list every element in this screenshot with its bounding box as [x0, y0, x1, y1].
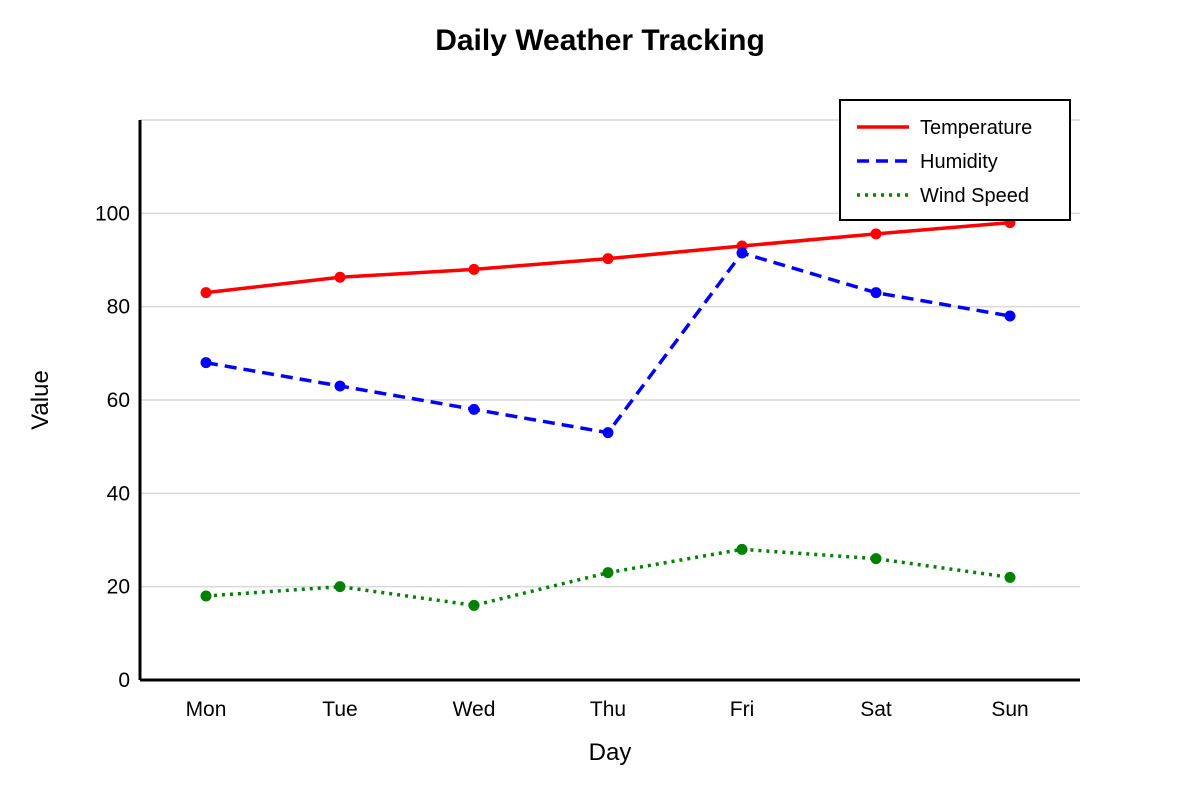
- data-point-temperature: [602, 253, 614, 265]
- x-tick-label: Wed: [453, 698, 496, 721]
- x-tick-label: Thu: [590, 698, 626, 721]
- data-point-humidity: [1004, 310, 1016, 322]
- y-tick-label: 80: [107, 296, 130, 319]
- data-point-wind-speed: [602, 567, 614, 579]
- data-point-humidity: [200, 357, 212, 369]
- y-tick-label: 40: [107, 482, 130, 505]
- y-tick-labels: 0 20 40 60 80 100: [95, 202, 130, 692]
- y-tick-label: 20: [107, 576, 130, 599]
- x-tick-label: Mon: [186, 698, 227, 721]
- series-humidity: [200, 247, 1016, 439]
- data-point-humidity: [870, 287, 882, 299]
- data-point-humidity: [468, 403, 480, 415]
- legend: Temperature Humidity Wind Speed: [839, 99, 1071, 221]
- y-axis-label: Value: [27, 370, 54, 430]
- data-point-humidity: [602, 427, 614, 439]
- data-point-temperature: [334, 271, 346, 283]
- data-point-wind-speed: [468, 599, 480, 611]
- x-tick-label: Sun: [991, 698, 1028, 721]
- data-point-wind-speed: [334, 581, 346, 593]
- data-point-temperature: [468, 263, 480, 275]
- legend-label-wind-speed: Wind Speed: [920, 185, 1029, 207]
- data-point-temperature: [870, 228, 882, 240]
- chart-title: Daily Weather Tracking: [435, 24, 765, 57]
- series-wind-speed: [200, 543, 1016, 611]
- data-point-temperature: [200, 287, 212, 299]
- series-layer: [200, 217, 1016, 611]
- x-tick-labels: Mon Tue Wed Thu Fri Sat Sun: [186, 698, 1029, 721]
- data-point-humidity: [736, 247, 748, 259]
- x-tick-label: Fri: [730, 698, 755, 721]
- legend-label-humidity: Humidity: [920, 151, 998, 173]
- grid-lines: [140, 119, 1080, 588]
- data-point-wind-speed: [1004, 571, 1016, 583]
- data-point-wind-speed: [870, 553, 882, 565]
- data-point-humidity: [334, 380, 346, 392]
- y-tick-label: 100: [95, 202, 130, 225]
- x-tick-label: Tue: [322, 698, 357, 721]
- x-axis-label: Day: [589, 739, 632, 766]
- x-tick-label: Sat: [860, 698, 892, 721]
- data-point-wind-speed: [736, 543, 748, 555]
- y-tick-label: 60: [107, 389, 130, 412]
- data-point-wind-speed: [200, 590, 212, 602]
- legend-label-temperature: Temperature: [920, 117, 1032, 139]
- series-temperature: [200, 217, 1016, 299]
- y-tick-label: 0: [118, 669, 130, 692]
